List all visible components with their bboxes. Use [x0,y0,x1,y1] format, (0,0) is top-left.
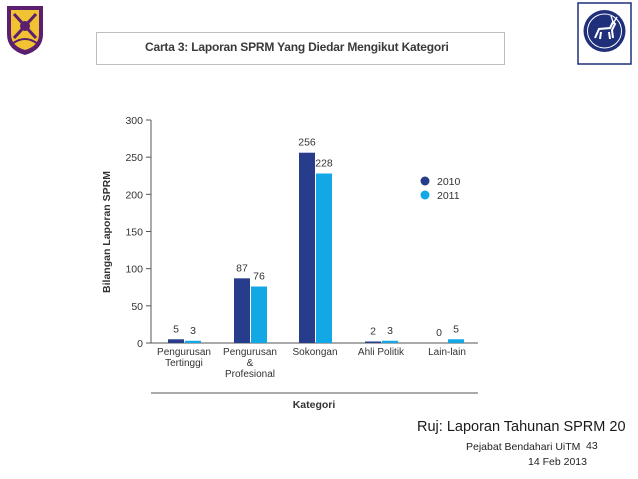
bar-2010 [234,278,250,343]
data-label: 0 [436,327,442,339]
x-tick-label: Pengurusan [223,347,277,358]
page-number: 43 [586,440,598,452]
footer-organization: Pejabat Bendahari UiTM [466,441,581,453]
y-tick-label: 0 [137,338,143,350]
bar-2011 [185,340,201,343]
chart-title: Carta 3: Laporan SPRM Yang Diedar Mengik… [145,40,449,54]
x-tick-label: Pengurusan [157,347,211,358]
reference-text: Ruj: Laporan Tahunan SPRM 20 [417,419,626,435]
bar-2011 [448,339,464,343]
y-tick-label: 250 [125,152,143,164]
y-axis-label: Bilangan Laporan SPRM [101,171,113,293]
legend-marker-2011 [420,190,430,200]
deer-emblem-icon [577,2,632,65]
y-tick-label: 150 [125,227,143,239]
x-axis-label: Kategori [293,399,336,411]
x-tick-label: Sokongan [292,347,337,358]
x-tick-label: Lain-lain [428,347,466,358]
data-label: 76 [253,271,265,283]
data-label: 228 [315,158,333,170]
data-label: 3 [387,325,393,337]
legend-label: 2010 [437,176,461,188]
uitm-crest-icon [7,6,43,55]
legend-label: 2011 [437,190,460,202]
y-tick-label: 50 [131,301,143,313]
data-label: 5 [173,323,179,335]
y-tick-label: 300 [125,115,143,127]
data-label: 3 [190,325,196,337]
bar-2011 [251,286,267,343]
bar-2010 [168,339,184,343]
legend-marker-2010 [420,176,430,186]
data-label: 5 [453,323,459,335]
y-tick-label: 200 [125,189,143,201]
x-tick-label: Tertinggi [165,358,203,369]
data-label: 87 [236,262,248,274]
x-tick-label: Profesional [225,369,275,380]
bar-2011 [382,340,398,343]
data-label: 256 [298,137,316,149]
footer-date: 14 Feb 2013 [528,456,587,468]
x-tick-label: Ahli Politik [358,347,405,358]
bar-2010 [365,341,381,343]
y-tick-label: 100 [125,264,143,276]
bar-2011 [316,173,332,343]
chart-title-box: Carta 3: Laporan SPRM Yang Diedar Mengik… [96,32,505,65]
x-tick-label: & [247,358,254,369]
bar-2010 [299,152,315,343]
data-label: 2 [370,326,376,338]
